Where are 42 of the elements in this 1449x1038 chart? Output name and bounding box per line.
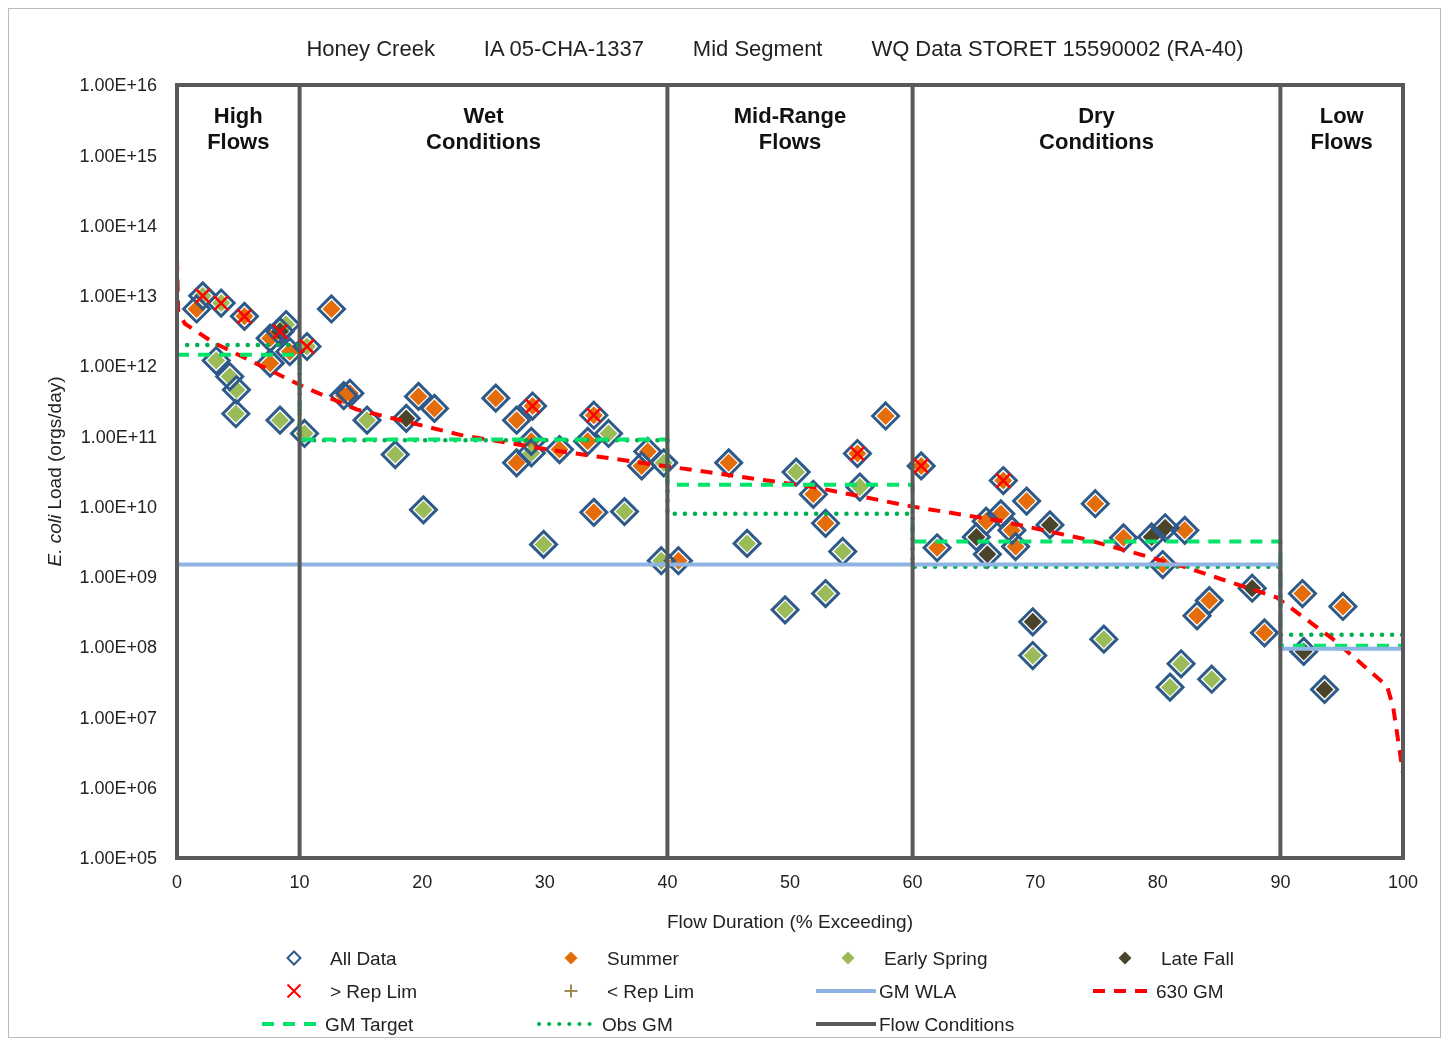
x-axis-title: Flow Duration (% Exceeding): [666, 911, 914, 932]
annotation: Dry Conditions: [1039, 103, 1154, 155]
x-tick-label: 70: [1025, 872, 1046, 892]
annotation: Low Flows: [1310, 103, 1373, 155]
y-tick-label: 1.00E+06: [79, 778, 157, 799]
y-tick-label: 1.00E+05: [79, 848, 157, 869]
y-tick-label: 1.00E+09: [79, 567, 157, 588]
y-tick-label: 1.00E+14: [79, 215, 157, 236]
x-tick-label: 30: [534, 872, 555, 892]
x-tick-label: 60: [902, 872, 923, 892]
annotation: High Flows: [207, 103, 270, 155]
x-tick-label: 0: [171, 872, 183, 892]
x-tick-label: 90: [1270, 872, 1291, 892]
y-tick-label: 1.00E+10: [79, 496, 157, 517]
y-tick-label: 1.00E+15: [79, 145, 157, 166]
legend-label: < Rep Lim: [607, 980, 695, 1002]
y-tick-label: 1.00E+13: [79, 286, 157, 307]
y-tick-label: 1.00E+16: [79, 75, 157, 96]
legend-label: GM WLA: [879, 980, 957, 1002]
x-tick-label: 40: [657, 872, 678, 892]
x-tick-label: 80: [1147, 872, 1168, 892]
annotation: Wet Conditions: [426, 103, 541, 155]
annotation: Mid-Range Flows: [733, 103, 847, 155]
y-tick-label: 1.00E+11: [80, 426, 157, 447]
legend-label: Flow Conditions: [879, 1013, 1015, 1035]
legend-label: GM Target: [325, 1013, 415, 1035]
y-tick-label: 1.00E+07: [79, 707, 157, 728]
legend-label: > Rep Lim: [330, 980, 418, 1002]
y-tick-label: 1.00E+12: [79, 356, 157, 377]
x-tick-label: 50: [779, 872, 801, 892]
chart-title: Honey Creek IA 05-CHA-1337 Mid Segment WQ Data STORET 15590002 (RA-40): [306, 36, 1244, 61]
x-tick-label: 100: [1387, 872, 1419, 892]
legend-label: Obs GM: [602, 1013, 673, 1035]
legend-label: All Data: [330, 947, 397, 969]
x-tick-label: 10: [289, 872, 310, 892]
legend-label: 630 GM: [1156, 980, 1224, 1002]
legend-label: Early Spring: [884, 947, 988, 969]
legend-label: Summer: [607, 947, 680, 969]
y-axis-title: E. coli Load (orgs/day): [44, 376, 65, 567]
x-tick-label: 20: [412, 872, 433, 892]
legend-label: Late Fall: [1161, 947, 1234, 969]
y-tick-label: 1.00E+08: [79, 637, 157, 658]
